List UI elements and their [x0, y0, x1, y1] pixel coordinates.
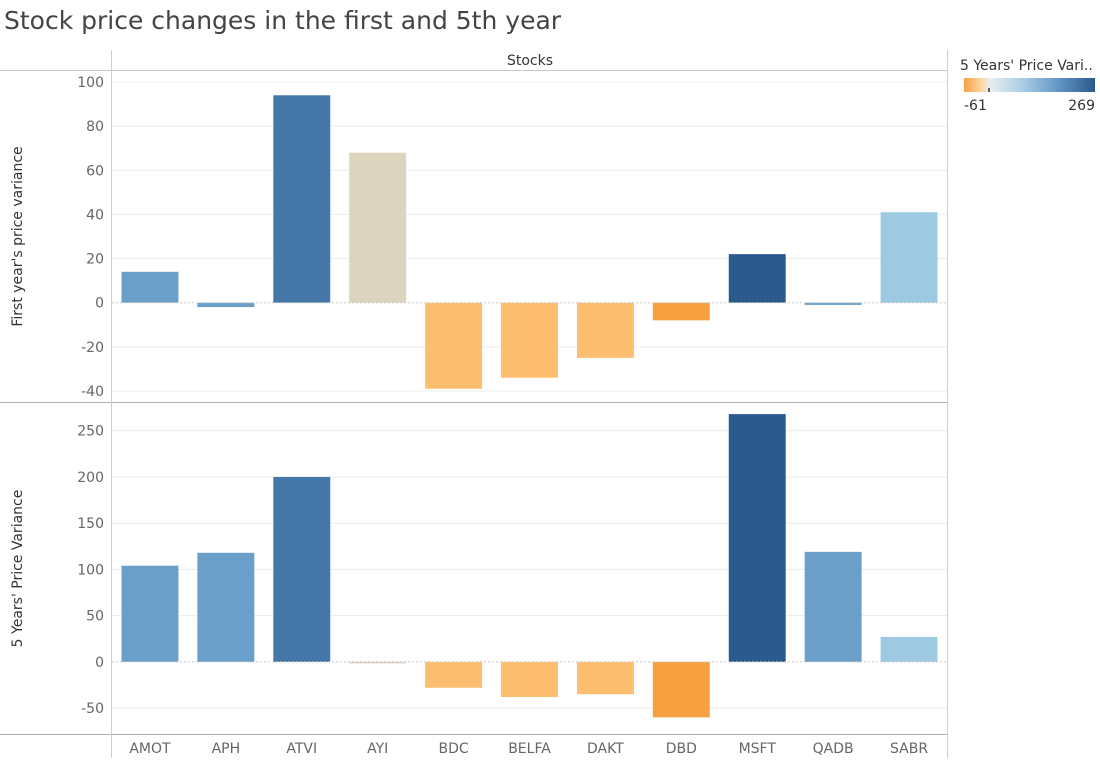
bar-first-year-belfa	[501, 302, 558, 378]
x-tick-label: AYI	[367, 741, 388, 757]
x-tick-label: MSFT	[739, 741, 777, 757]
bar-first-year-amot	[121, 271, 179, 303]
bar-five-year-dbd	[652, 661, 710, 718]
bar-five-year-atvi	[273, 476, 331, 662]
y-tick-label: 60	[86, 163, 104, 179]
y-tick-label: 20	[86, 252, 104, 268]
y-tick-label: -20	[81, 340, 104, 356]
y-tick-label: -50	[81, 701, 104, 717]
panel-first-year: 100 80 60 40 20 0 -20 -40 First year's price var…	[10, 75, 947, 400]
x-tick-label: BDC	[439, 741, 469, 757]
y-axis-title-first-year: First year's price variance	[10, 146, 26, 326]
bar-first-year-ayi	[349, 152, 407, 303]
color-legend: 5 Years' Price Vari.. -61 269	[960, 58, 1095, 114]
bar-five-year-msft	[728, 414, 786, 662]
bar-five-year-dakt	[576, 661, 634, 695]
x-tick-label: BELFA	[508, 741, 551, 757]
panel-five-year: 250 200 150 100 50 0 -50 5 Years' Price Varianc…	[10, 414, 947, 718]
y-axis-title-five-year: 5 Years' Price Variance	[10, 490, 26, 648]
y-tick-label: 100	[77, 75, 104, 91]
bar-five-year-ayi	[349, 661, 407, 664]
bar-five-year-aph	[197, 552, 255, 662]
bar-five-year-amot	[121, 565, 179, 662]
x-tick-label: SABR	[890, 741, 928, 757]
x-tick-label: QADB	[813, 741, 854, 757]
bar-first-year-qadb	[804, 302, 862, 305]
chart-title: Stock price changes in the first and 5th…	[4, 6, 562, 35]
bar-five-year-qadb	[804, 551, 862, 662]
y-tick-label: 250	[77, 424, 104, 440]
legend-max-label: 269	[1068, 98, 1095, 114]
y-tick-label: 80	[86, 119, 104, 135]
x-tick-label: AMOT	[129, 741, 171, 757]
y-tick-label: 0	[95, 655, 104, 671]
bar-first-year-atvi	[273, 95, 331, 303]
bar-five-year-bdc	[425, 661, 483, 688]
x-tick-label: DBD	[666, 741, 697, 757]
y-tick-label: 100	[77, 562, 104, 578]
bar-five-year-belfa	[501, 661, 558, 698]
bar-first-year-sabr	[880, 212, 938, 303]
bar-first-year-msft	[728, 254, 786, 303]
legend-min-label: -61	[964, 98, 987, 114]
bar-first-year-dakt	[576, 302, 634, 358]
y-tick-label: 200	[77, 470, 104, 486]
bar-five-year-sabr	[880, 636, 938, 662]
y-tick-label: -40	[81, 384, 104, 400]
bar-first-year-aph	[197, 302, 255, 308]
column-header-label: Stocks	[507, 53, 553, 69]
y-tick-label: 50	[86, 609, 104, 625]
x-tick-label: ATVI	[286, 741, 317, 757]
legend-title: 5 Years' Price Vari..	[960, 58, 1093, 74]
y-tick-label: 0	[95, 296, 104, 312]
y-tick-label: 150	[77, 516, 104, 532]
legend-color-ramp	[964, 78, 1095, 92]
x-axis-labels: AMOT APH ATVI AYI BDC BELFA DAKT DBD MSFT QADB SAB…	[129, 741, 928, 757]
bar-first-year-dbd	[652, 302, 710, 321]
bar-first-year-bdc	[425, 302, 483, 389]
x-tick-label: DAKT	[587, 741, 624, 757]
x-tick-label: APH	[212, 741, 241, 757]
y-tick-label: 40	[86, 207, 104, 223]
